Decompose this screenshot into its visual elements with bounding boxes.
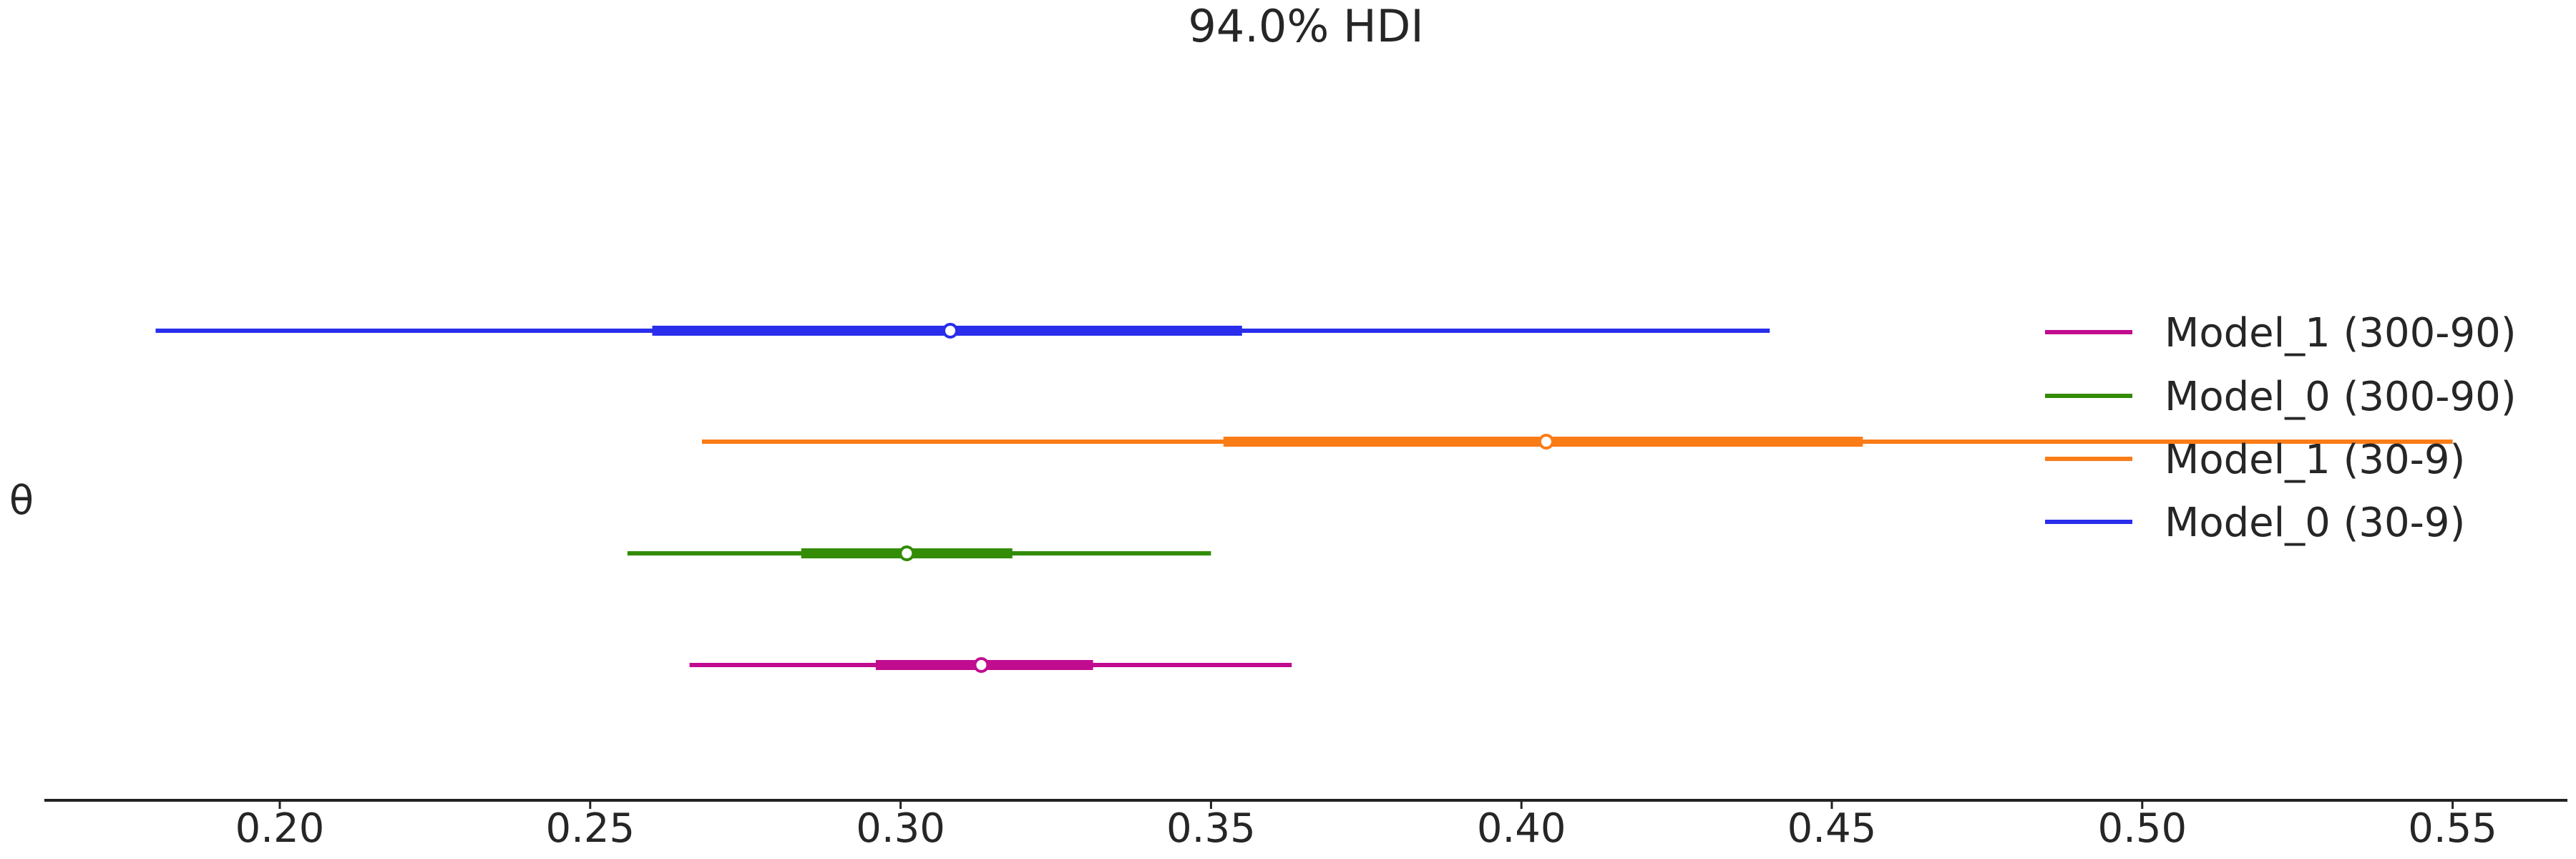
point-estimate-marker: [942, 323, 959, 339]
legend: Model_1 (300-90) Model_0 (300-90) Model_1 …: [2045, 310, 2517, 546]
legend-label: Model_1 (300-90): [2165, 310, 2517, 356]
x-tick-label: 0.55: [2408, 805, 2497, 852]
legend-label: Model_0 (300-90): [2165, 374, 2517, 420]
legend-item: Model_0 (30-9): [2045, 500, 2465, 546]
point-estimate-marker: [973, 657, 990, 673]
legend-item: Model_1 (30-9): [2045, 437, 2465, 483]
legend-item: Model_0 (300-90): [2045, 374, 2517, 420]
legend-item: Model_1 (300-90): [2045, 310, 2517, 356]
x-tick-label: 0.25: [545, 805, 635, 852]
x-tick-label: 0.40: [1477, 805, 1566, 852]
interval-row-model-0-30-9: [155, 323, 1770, 339]
y-axis-label: θ: [9, 477, 34, 524]
interval-group: [155, 323, 2453, 673]
x-tick-label: 0.20: [235, 805, 325, 852]
interval-row-model-1-300-90: [689, 657, 1292, 673]
chart-title: 94.0% HDI: [1188, 0, 1423, 52]
x-tick-label: 0.50: [2097, 805, 2187, 852]
interval-row-model-1-30-9: [701, 434, 2453, 450]
x-axis-ticks: 0.20 0.25 0.30 0.35 0.40 0.45 0.50 0.55: [235, 800, 2497, 852]
point-estimate-marker: [1538, 434, 1554, 450]
x-tick-label: 0.30: [856, 805, 945, 852]
legend-label: Model_1 (30-9): [2165, 437, 2465, 483]
x-tick-label: 0.45: [1787, 805, 1877, 852]
interval-row-model-0-300-90: [627, 545, 1211, 561]
point-estimate-marker: [899, 545, 915, 561]
x-tick-label: 0.35: [1166, 805, 1256, 852]
legend-label: Model_0 (30-9): [2165, 500, 2465, 546]
